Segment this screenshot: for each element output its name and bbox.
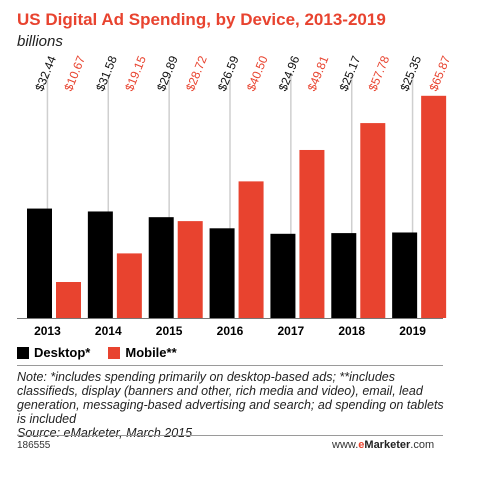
divider [17,435,443,436]
legend-item-mobile: Mobile** [108,345,177,360]
x-tick-label: 2019 [399,324,426,338]
desktop-bar [331,233,357,318]
desktop-bar [270,233,296,318]
mobile-value-label: $19.15 [122,54,149,94]
desktop-value-label: $24.96 [276,54,303,94]
desktop-value-label: $26.59 [215,54,242,94]
mobile-bar [56,282,81,318]
brand-prefix: www. [332,439,359,451]
mobile-bar [421,95,447,319]
legend-item-desktop: Desktop* [17,345,90,360]
legend-swatch-mobile [108,346,121,359]
brand-url: www.eMarketer.com [332,439,434,451]
mobile-value-label: $57.78 [366,54,393,94]
brand-emphasis: e [358,439,365,451]
x-tick-label: 2013 [34,324,61,338]
desktop-value-label: $25.35 [397,54,424,94]
x-tick-label: 2016 [217,324,244,338]
legend-label-desktop: Desktop* [34,345,91,360]
desktop-bar [148,217,174,318]
chart-subtitle: billions [17,33,63,50]
legend: Desktop* Mobile** [17,345,195,360]
note-text: Note: *includes spending primarily on de… [17,370,444,426]
mobile-value-label: $49.81 [305,54,332,94]
legend-label-mobile: Mobile** [125,345,177,360]
brand-name: Marketer [364,439,411,451]
mobile-bar [177,221,203,318]
desktop-value-label: $32.44 [32,54,59,94]
desktop-bar [27,208,52,318]
mobile-value-label: $65.87 [426,54,453,94]
mobile-bar [360,123,386,318]
mobile-bar [116,253,142,318]
chart-id: 186555 [17,440,51,451]
desktop-bar [392,232,418,318]
chart-title: US Digital Ad Spending, by Device, 2013-… [17,10,386,29]
desktop-value-label: $29.89 [154,54,181,94]
desktop-value-label: $25.17 [337,54,364,94]
desktop-bar [209,228,235,318]
mobile-value-label: $28.72 [183,54,210,94]
source-text: Source: eMarketer, March 2015 [17,426,193,440]
brand-suffix: .com [410,439,435,451]
x-tick-label: 2017 [278,324,305,338]
divider [17,365,443,366]
mobile-bar [238,181,264,318]
x-tick-label: 2018 [338,324,365,338]
footnote: Note: *includes spending primarily on de… [17,370,447,440]
desktop-bar [87,211,113,318]
mobile-bar [299,149,325,318]
legend-swatch-desktop [17,346,29,359]
desktop-value-label: $31.58 [93,54,120,94]
mobile-value-label: $40.50 [244,54,271,94]
mobile-value-label: $10.67 [61,54,88,94]
x-tick-label: 2014 [95,324,122,338]
x-tick-label: 2015 [156,324,183,338]
